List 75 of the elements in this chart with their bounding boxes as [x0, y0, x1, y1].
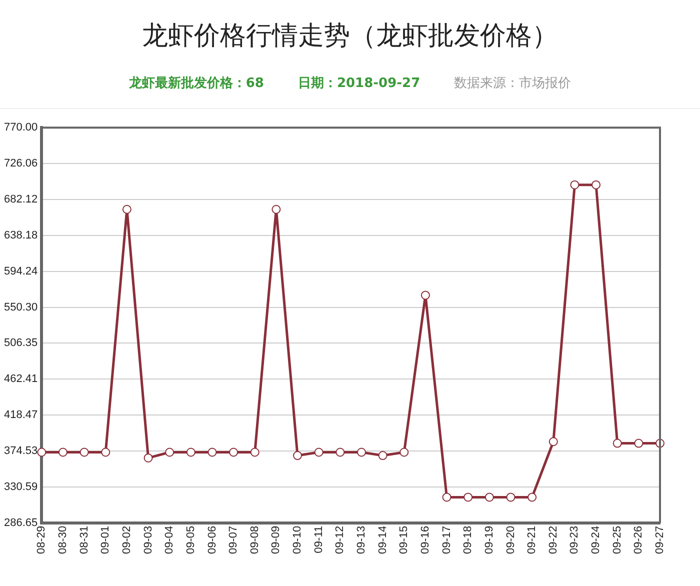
point — [570, 180, 580, 190]
point — [37, 448, 46, 457]
y-tick-label: 330.59 — [4, 480, 38, 493]
x-tick-label: 09-19 — [483, 526, 496, 554]
x-tick-label: 09-26 — [632, 526, 645, 554]
y-tick-label: 638.18 — [4, 229, 38, 242]
x-tick-label: 09-10 — [292, 526, 304, 554]
point — [229, 448, 238, 457]
x-tick-label: 09-22 — [547, 526, 560, 554]
x-tick-label: 08-29 — [36, 526, 48, 554]
y-tick-label: 374.53 — [4, 445, 38, 458]
point — [314, 448, 324, 457]
x-tick-label: 09-24 — [590, 526, 602, 554]
y-tick-label: 594.24 — [4, 265, 38, 278]
point — [506, 492, 516, 502]
x-tick-label: 09-04 — [164, 526, 176, 554]
x-tick-label: 09-08 — [248, 526, 261, 554]
point — [612, 438, 622, 448]
point — [528, 492, 537, 502]
point — [592, 180, 601, 190]
source-note: 数据来源：市场报价 — [454, 75, 572, 93]
x-tick-label: 09-23 — [568, 526, 581, 554]
point — [634, 438, 644, 448]
point — [122, 204, 132, 214]
x-tick-label: 09-01 — [100, 526, 112, 554]
x-tick-label: 09-15 — [398, 526, 410, 554]
point — [208, 448, 217, 457]
point — [484, 492, 494, 502]
point — [378, 451, 388, 460]
x-tick-label: 09-27 — [654, 526, 666, 554]
x-tick-label: 09-17 — [440, 526, 453, 554]
text: 日期：2018-09-27 — [298, 75, 420, 93]
x-tick-label: 08-31 — [78, 526, 90, 554]
y-tick-label: 726.06 — [4, 158, 38, 170]
y-tick-label: 506.35 — [4, 337, 38, 350]
x-tick-label: 09-14 — [376, 526, 389, 554]
point — [356, 448, 366, 457]
y-tick-label: 286.65 — [4, 516, 38, 529]
point — [80, 448, 89, 457]
point — [336, 448, 345, 457]
point — [250, 448, 260, 457]
x-tick-label: 09-07 — [228, 526, 240, 554]
y-tick-label: 418.47 — [4, 409, 38, 422]
y-tick-label: 462.41 — [4, 373, 38, 386]
x-tick-label: 09-20 — [504, 526, 517, 554]
x-tick-label: 09-05 — [184, 526, 197, 554]
point — [420, 290, 430, 300]
point — [272, 204, 281, 214]
x-tick-label: 09-18 — [462, 526, 474, 554]
x-tick-label: 08-30 — [57, 526, 69, 554]
point — [144, 453, 153, 462]
y-tick-label: 682.12 — [4, 193, 38, 206]
x-tick-label: 09-06 — [206, 526, 218, 554]
x-tick-label: 09-02 — [120, 526, 133, 554]
chart-title: 龙虾价格行情走势（龙虾批发价格） — [141, 20, 559, 53]
text: 龙虾最新批发价格：68 — [128, 74, 264, 93]
x-tick-label: 09-09 — [270, 526, 282, 554]
x-tick-label: 09-13 — [356, 526, 368, 554]
x-tick-label: 09-03 — [142, 526, 154, 554]
point — [293, 451, 302, 460]
point — [548, 437, 558, 446]
x-tick-label: 09-16 — [419, 526, 432, 554]
x-tick-label: 09-12 — [334, 526, 346, 554]
point — [400, 448, 409, 457]
y-tick-label: 770.00 — [4, 122, 38, 134]
point — [186, 448, 196, 457]
point — [442, 492, 452, 502]
point — [58, 448, 68, 457]
point — [101, 448, 110, 457]
point — [165, 448, 174, 457]
point — [464, 492, 473, 502]
y-tick-label: 550.30 — [4, 301, 38, 314]
x-tick-label: 09-21 — [526, 526, 538, 554]
x-tick-label: 09-11 — [312, 526, 325, 554]
x-tick-label: 09-25 — [611, 526, 624, 554]
